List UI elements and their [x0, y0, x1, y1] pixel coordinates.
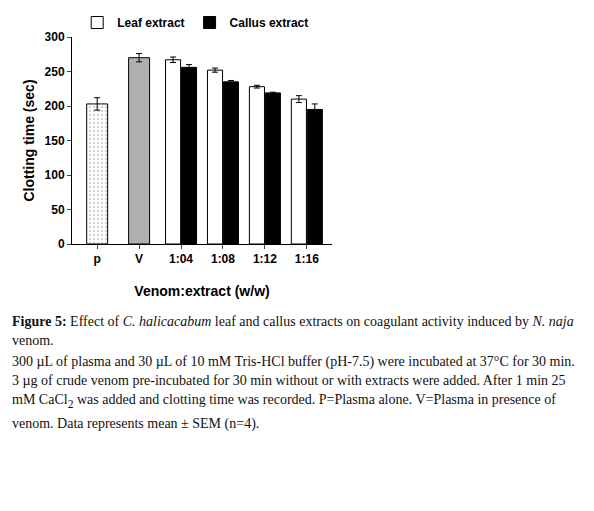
svg-text:200: 200 — [45, 99, 65, 113]
svg-text:Clotting time (sec): Clotting time (sec) — [21, 79, 37, 201]
svg-text:250: 250 — [45, 65, 65, 79]
svg-text:V: V — [135, 252, 143, 266]
html-text:venom.: venom. — [12, 333, 54, 348]
svg-text:1:04: 1:04 — [169, 252, 193, 266]
svg-text:1:08: 1:08 — [211, 252, 235, 266]
svg-text:50: 50 — [51, 203, 65, 217]
html-text:Figure 5: Effect of C. halicac: Figure 5: Effect of C. halicacabum leaf … — [12, 314, 574, 329]
svg-text:Leaf extract: Leaf extract — [117, 16, 184, 30]
svg-text:Venom:extract (w/w): Venom:extract (w/w) — [134, 283, 269, 299]
svg-text:0: 0 — [58, 237, 65, 251]
svg-text:1:12: 1:12 — [253, 252, 277, 266]
svg-text:300: 300 — [45, 30, 65, 44]
svg-text:Callus extract: Callus extract — [230, 16, 309, 30]
svg-text:1:16: 1:16 — [295, 252, 319, 266]
svg-text:p: p — [93, 252, 100, 266]
svg-text:150: 150 — [45, 134, 65, 148]
svg-text:100: 100 — [45, 168, 65, 182]
html-text:300 µL of plasma and 30 µL of: 300 µL of plasma and 30 µL of 10 mM Tris… — [12, 354, 575, 431]
